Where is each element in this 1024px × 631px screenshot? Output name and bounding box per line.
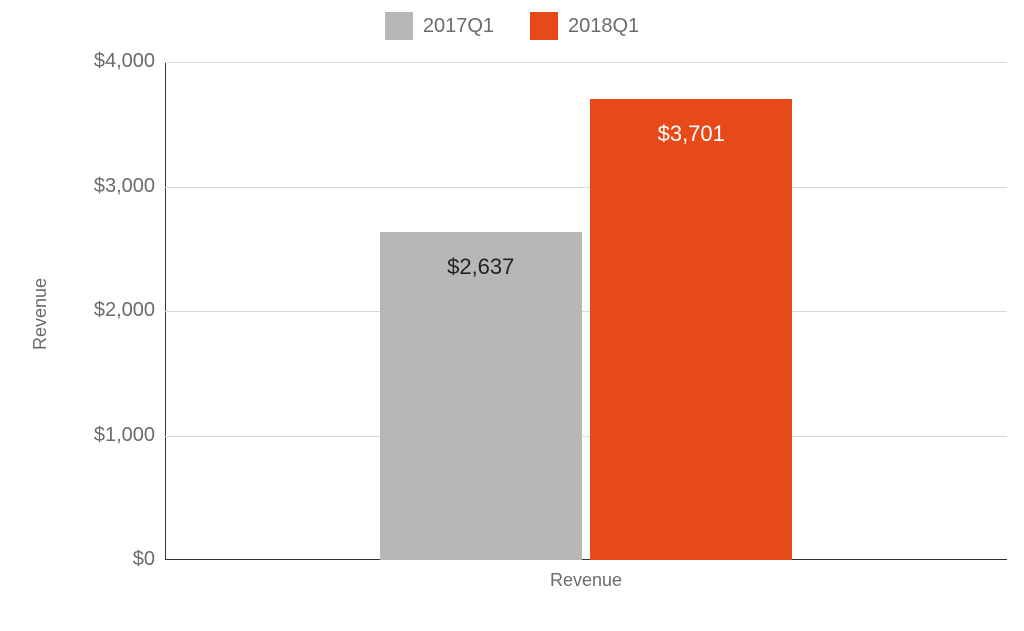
y-tick-label: $2,000 [65,299,155,322]
bar-value-label: $2,637 [380,254,582,280]
legend-item: 2018Q1 [530,12,639,40]
y-tick-label: $1,000 [65,424,155,447]
y-tick-label: $0 [65,548,155,571]
legend-item: 2017Q1 [385,12,494,40]
y-tick-label: $3,000 [65,175,155,198]
gridline [165,62,1007,63]
y-tick-label: $4,000 [65,50,155,73]
legend-swatch [385,12,413,40]
plot-area: $2,637 $3,701 [165,62,1007,560]
gridline [165,436,1007,437]
bar-value-label: $3,701 [590,121,792,147]
x-axis-title: Revenue [165,570,1007,591]
legend-swatch [530,12,558,40]
x-axis-line [165,559,1007,560]
gridline [165,311,1007,312]
bar: $3,701 [590,99,792,560]
legend-label: 2018Q1 [568,15,639,38]
legend: 2017Q1 2018Q1 [0,12,1024,40]
y-axis-title: Revenue [30,278,51,350]
legend-label: 2017Q1 [423,15,494,38]
gridline [165,187,1007,188]
bar: $2,637 [380,232,582,560]
revenue-chart: 2017Q1 2018Q1 Revenue $2,637 $3,701 Revenu… [0,0,1024,631]
